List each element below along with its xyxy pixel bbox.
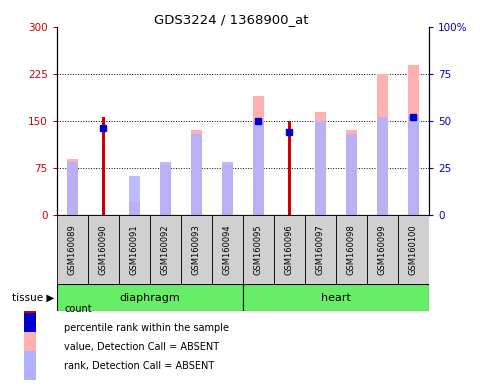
Text: GSM160090: GSM160090 [99,224,108,275]
Text: GSM160099: GSM160099 [378,224,387,275]
Bar [119,215,150,284]
Bar [24,313,36,343]
Bar [150,215,181,284]
Text: GSM160095: GSM160095 [254,224,263,275]
Text: GSM160091: GSM160091 [130,224,139,275]
Text: percentile rank within the sample: percentile rank within the sample [64,323,229,333]
Bar [88,215,119,284]
Bar [315,121,326,215]
Bar [57,215,88,284]
Bar [222,162,233,215]
Bar [24,351,36,380]
Bar [243,284,429,311]
Bar [305,215,336,284]
Bar [243,215,274,284]
Bar [253,121,264,215]
Bar [346,134,357,215]
Text: GSM160089: GSM160089 [68,224,77,275]
Bar [129,202,140,215]
Text: heart: heart [321,293,351,303]
Text: rank, Detection Call = ABSENT: rank, Detection Call = ABSENT [64,361,214,371]
Bar [191,134,202,215]
Text: GSM160093: GSM160093 [192,224,201,275]
Bar [24,294,36,323]
Bar [57,284,243,311]
Bar [346,131,357,215]
Bar [191,131,202,215]
Bar [222,165,233,215]
Bar [398,215,429,284]
Bar [377,117,388,215]
Text: diaphragm: diaphragm [119,293,180,303]
Bar [24,332,36,361]
Bar [288,121,291,215]
Bar [253,96,264,215]
Text: GSM160092: GSM160092 [161,224,170,275]
Bar [274,215,305,284]
Text: value, Detection Call = ABSENT: value, Detection Call = ABSENT [64,342,219,352]
Bar [336,215,367,284]
Bar [367,215,398,284]
Bar [408,65,419,215]
Text: GSM160100: GSM160100 [409,224,418,275]
Text: GSM160098: GSM160098 [347,224,356,275]
Bar [67,162,77,215]
Bar [377,74,388,215]
Bar [160,162,171,215]
Bar [315,112,326,215]
Bar [408,115,419,215]
Bar [212,215,243,284]
Bar [160,165,171,215]
Text: GSM160094: GSM160094 [223,224,232,275]
Text: tissue ▶: tissue ▶ [12,293,54,303]
Bar [67,159,77,215]
Text: GSM160097: GSM160097 [316,224,325,275]
Bar [181,215,212,284]
Text: GDS3224 / 1368900_at: GDS3224 / 1368900_at [154,13,309,26]
Text: GSM160096: GSM160096 [285,224,294,275]
Text: count: count [64,304,92,314]
Bar [129,175,140,215]
Bar [102,117,105,215]
